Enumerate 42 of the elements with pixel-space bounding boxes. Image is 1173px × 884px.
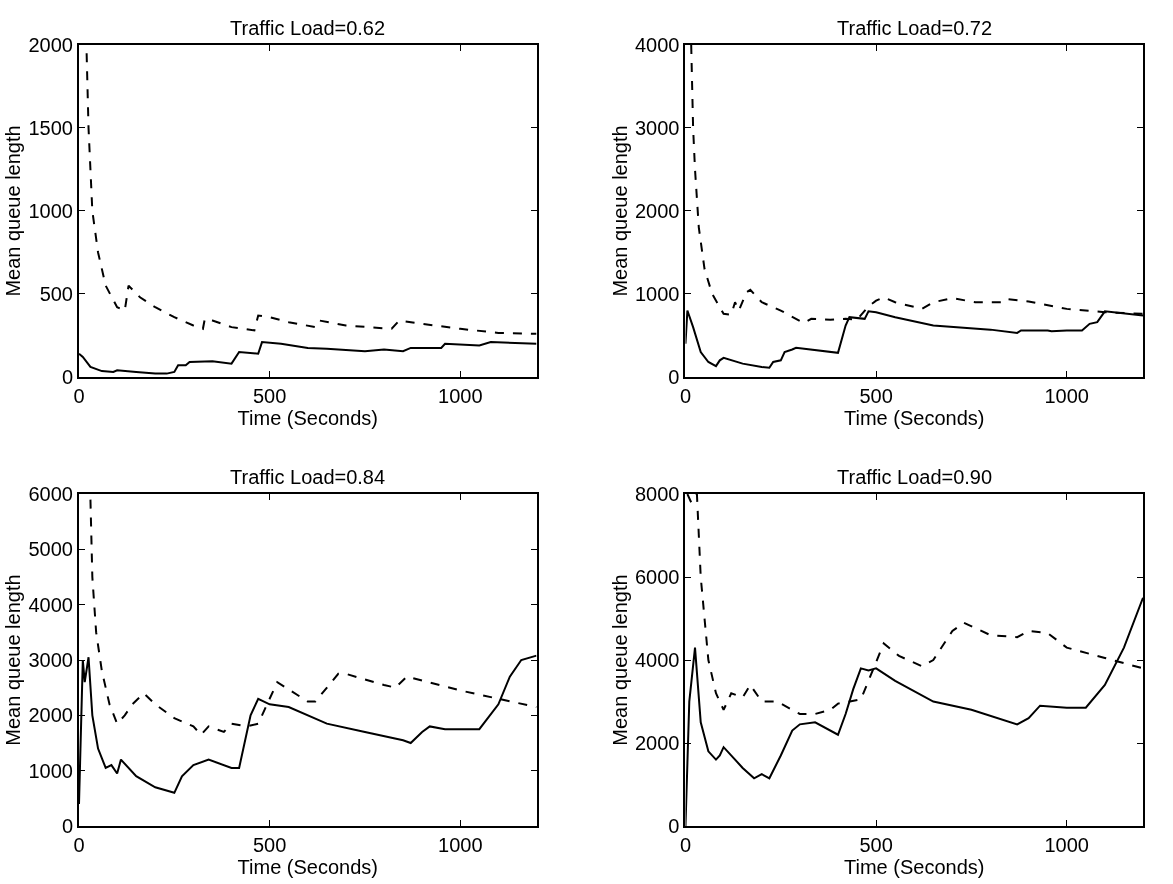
y-tick-label: 1000: [28, 759, 73, 782]
y-tick-label: 1000: [28, 199, 73, 222]
y-tick-label: 0: [61, 815, 73, 838]
x-tick-label: 500: [859, 384, 893, 407]
y-tick-label: 3000: [634, 116, 680, 139]
y-axis-title: Mean queue length: [2, 574, 25, 746]
y-tick-label: 4000: [634, 34, 680, 56]
x-axis-title: Time (Seconds): [237, 856, 378, 878]
y-tick-label: 0: [61, 365, 73, 388]
y-tick-label: 0: [668, 365, 680, 388]
y-tick-label: 3000: [28, 649, 73, 672]
y-tick-label: 6000: [634, 566, 680, 589]
y-axis-title: Mean queue length: [2, 125, 25, 297]
x-tick-label: 500: [252, 834, 287, 856]
y-axis-title: Mean queue length: [608, 574, 631, 746]
y-tick-label: 4000: [28, 593, 73, 616]
x-tick-label: 1000: [1044, 384, 1089, 407]
chart-title: Traffic Load=0.90: [837, 466, 993, 488]
x-axis-title: Time (Seconds): [237, 406, 378, 429]
chart-title: Traffic Load=0.72: [837, 17, 993, 39]
x-axis-title: Time (Seconds): [844, 856, 985, 878]
x-tick-label: 1000: [438, 834, 483, 856]
chart-title: Traffic Load=0.84: [230, 466, 386, 488]
y-tick-label: 8000: [634, 483, 680, 506]
x-tick-label: 500: [859, 834, 893, 856]
y-tick-label: 2000: [634, 199, 680, 222]
y-tick-label: 4000: [634, 649, 680, 672]
y-tick-label: 2000: [28, 34, 73, 56]
y-tick-label: 0: [668, 815, 680, 838]
x-tick-label: 1000: [438, 384, 483, 407]
y-tick-label: 6000: [28, 483, 73, 506]
y-tick-label: 1000: [634, 282, 680, 305]
y-tick-label: 500: [39, 282, 73, 305]
y-tick-label: 5000: [28, 538, 73, 561]
y-tick-label: 1500: [28, 116, 73, 139]
chart-title: Traffic Load=0.62: [230, 17, 386, 39]
y-tick-label: 2000: [634, 732, 680, 755]
x-tick-label: 1000: [1044, 834, 1089, 856]
y-axis-title: Mean queue length: [608, 125, 631, 297]
y-tick-label: 2000: [28, 704, 73, 727]
x-tick-label: 500: [252, 384, 287, 407]
x-axis-title: Time (Seconds): [844, 406, 985, 429]
